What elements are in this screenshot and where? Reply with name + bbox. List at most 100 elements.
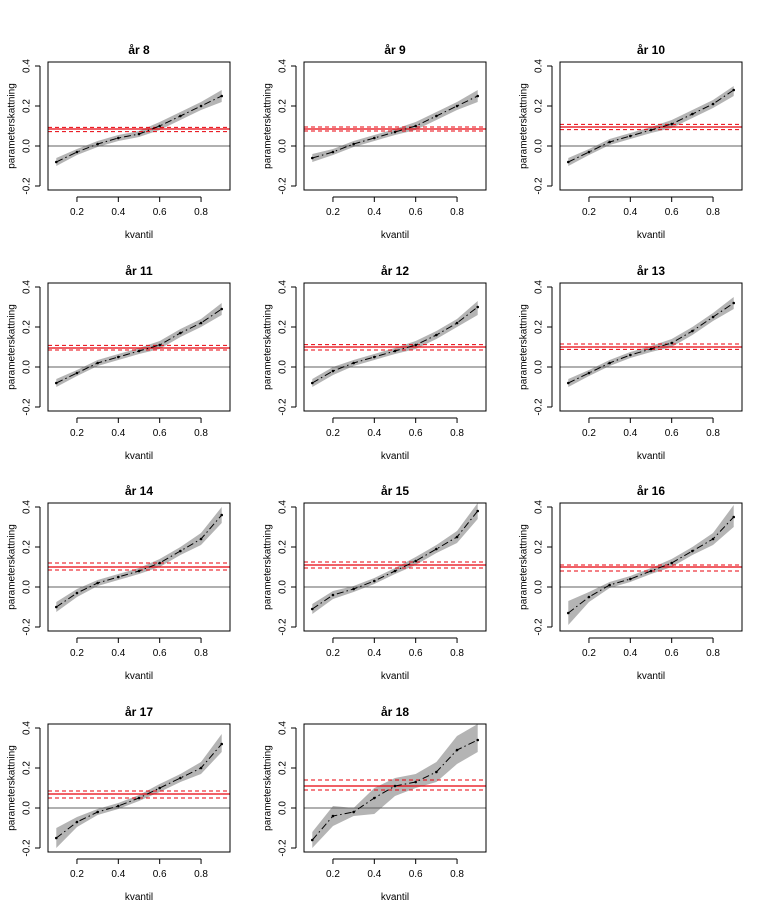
y-tick-label: 0.2 [22,320,33,334]
y-axis-label: parameterskattning [7,83,18,169]
y-tick-label: 0.0 [534,580,545,594]
panel-content [48,507,230,612]
panel-content [304,90,486,162]
panel-6: år 13 0.2 0.4 0.6 0.8 kvantil -0.2 0.0 0.2 0.4 par… [519,264,743,462]
panel-title: år 8 [128,43,150,57]
panel-content [304,724,486,848]
estimate-point [179,114,182,118]
y-tick-label: 0.0 [278,360,289,374]
estimate-point [54,836,58,840]
estimate-point [608,361,611,365]
y-tick-label: -0.2 [534,618,545,636]
estimate-point [608,583,611,587]
x-tick-label: 0.4 [367,428,381,439]
y-axis-label: parameterskattning [7,745,18,831]
estimate-point [435,547,438,551]
estimate-point [117,355,120,359]
x-tick-label: 0.2 [70,207,84,218]
estimate-point [373,355,376,359]
y-tick-label: 0.0 [22,360,33,374]
y-axis-label: parameterskattning [263,745,274,831]
y-tick-label: 0.4 [534,59,545,73]
estimate-point [476,738,480,742]
y-tick-label: 0.0 [534,360,545,374]
estimate-point [96,810,99,814]
panel-content [48,90,230,166]
y-tick-label: -0.2 [278,177,289,195]
x-tick-label: 0.8 [706,207,720,218]
confidence-band [312,90,478,162]
estimate-point [711,315,715,319]
estimate-point [158,343,161,347]
panel-content [304,503,486,614]
estimate-point [670,122,673,126]
estimate-point [711,102,715,106]
confidence-band [312,301,478,387]
estimate-point [414,124,417,128]
estimate-point [158,786,161,790]
panel-10: år 17 0.2 0.4 0.6 0.8 kvantil -0.2 0.0 0.2 0.4 par… [7,705,231,903]
y-axis-label: parameterskattning [263,83,274,169]
y-tick-label: 0.2 [534,99,545,113]
y-tick-label: 0.2 [278,99,289,113]
estimate-point [331,593,335,597]
estimate-point [455,321,459,325]
x-tick-label: 0.6 [409,207,423,218]
y-axis-label: parameterskattning [263,304,274,390]
x-axis-label: kvantil [637,451,665,462]
plot-frame [47,282,231,412]
x-tick-label: 0.2 [326,648,340,659]
x-tick-label: 0.4 [111,428,125,439]
estimate-point [414,780,417,784]
confidence-band [568,86,734,166]
estimate-point [199,104,203,108]
x-tick-label: 0.8 [450,428,464,439]
estimate-point [566,611,570,615]
panel-content [560,297,742,387]
estimate-point [670,341,673,345]
y-tick-label: -0.2 [22,398,33,416]
y-tick-label: -0.2 [22,839,33,857]
plot-frame [303,502,487,632]
x-tick-label: 0.8 [194,648,208,659]
estimate-point [435,333,438,337]
panel-content [560,505,742,625]
estimate-point [310,381,314,385]
panel-1: år 8 0.2 0.4 0.6 0.8 kvantil -0.2 0.0 0.2 0.4 para… [7,43,231,241]
panel-5: år 12 0.2 0.4 0.6 0.8 kvantil -0.2 0.0 0.2 0.4 par… [263,264,487,462]
x-tick-label: 0.8 [450,869,464,880]
x-tick-label: 0.8 [450,648,464,659]
y-tick-label: 0.4 [22,280,33,294]
estimate-point [587,371,591,375]
estimate-point [691,112,694,116]
y-tick-label: -0.2 [278,839,289,857]
estimate-point [670,561,673,565]
estimate-point [54,605,58,609]
x-axis-label: kvantil [637,230,665,241]
x-tick-label: 0.4 [623,428,637,439]
y-tick-label: 0.2 [278,320,289,334]
x-axis-label: kvantil [125,451,153,462]
estimate-point [352,361,355,365]
panel-content [48,303,230,387]
panel-7: år 14 0.2 0.4 0.6 0.8 kvantil -0.2 0.0 0.2 0.4 par… [7,484,231,682]
estimate-point [732,88,736,92]
y-tick-label: -0.2 [278,398,289,416]
estimate-point [414,343,417,347]
x-tick-label: 0.4 [367,648,381,659]
estimate-point [587,150,591,154]
estimate-point [220,307,224,311]
estimate-point [220,94,224,98]
y-axis-label: parameterskattning [519,83,530,169]
y-tick-label: 0.0 [22,580,33,594]
estimate-point [414,559,417,563]
x-tick-label: 0.2 [326,207,340,218]
y-tick-label: -0.2 [278,618,289,636]
estimate-point [75,820,79,824]
y-tick-label: 0.4 [534,280,545,294]
y-tick-label: 0.0 [278,801,289,815]
x-tick-label: 0.6 [409,869,423,880]
panel-9: år 16 0.2 0.4 0.6 0.8 kvantil -0.2 0.0 0.2 0.4 par… [519,484,743,682]
y-tick-label: 0.4 [22,59,33,73]
panel-title: år 11 [125,264,153,278]
